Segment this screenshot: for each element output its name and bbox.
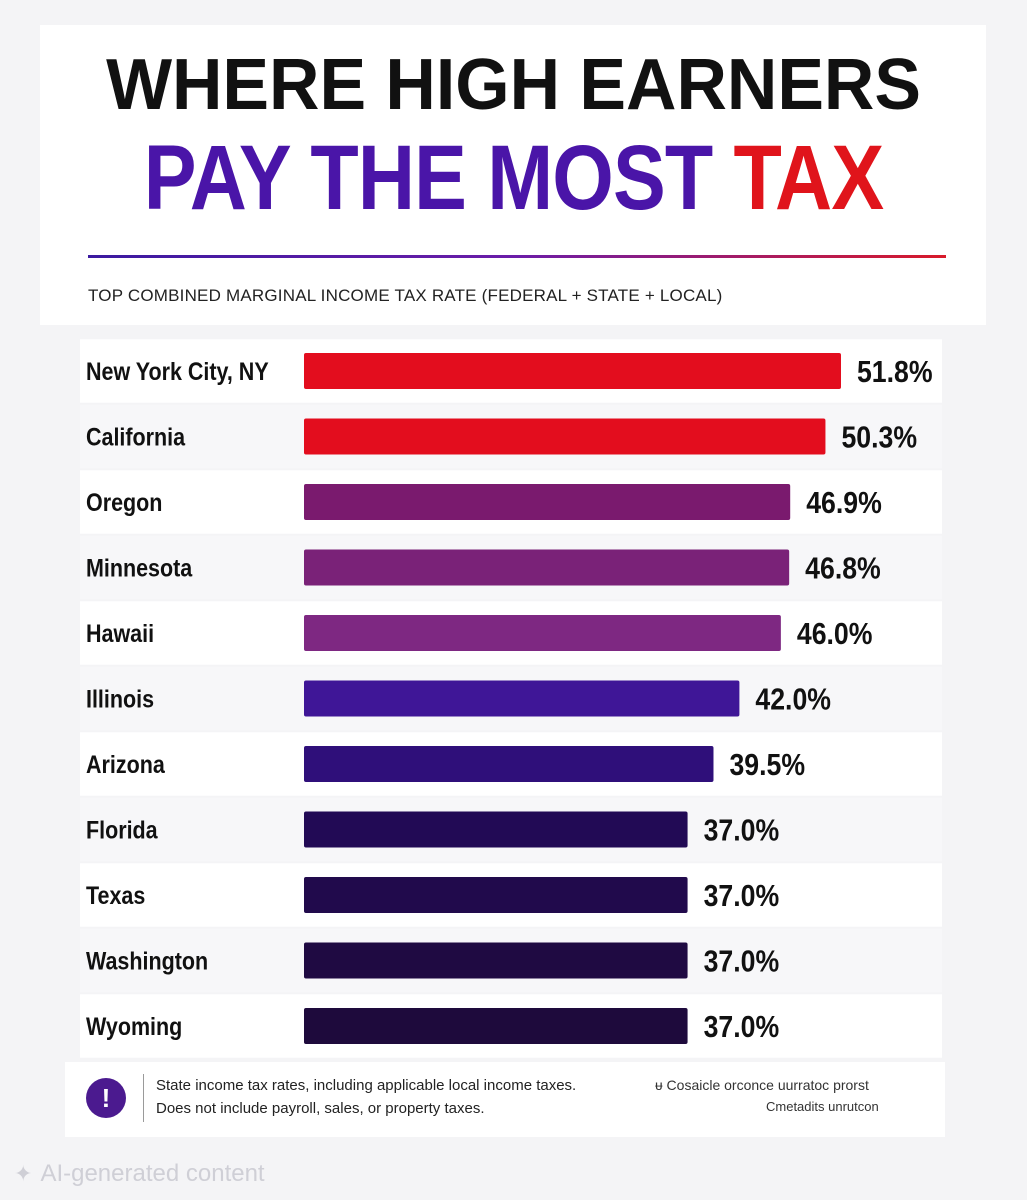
category-label: Illinois — [86, 685, 154, 713]
bar — [304, 942, 688, 979]
category-label: California — [86, 423, 186, 451]
category-label: Wyoming — [86, 1012, 182, 1040]
value-label: 50.3% — [841, 421, 917, 455]
chart-subtitle: TOP COMBINED MARGINAL INCOME TAX RATE (F… — [88, 286, 723, 305]
footer-side-note-1: ᵾ Cosaicle orconce uurratoc prorst — [655, 1077, 869, 1093]
title-line-1: WHERE HIGH EARNERS — [106, 45, 921, 125]
bar — [304, 615, 781, 651]
footer-panel — [65, 1062, 945, 1137]
bar — [304, 877, 688, 913]
value-label: 46.8% — [805, 552, 881, 586]
title-line-2-main: PAY THE MOST — [143, 127, 713, 229]
sparkle-icon: ✦ — [14, 1161, 33, 1186]
ai-generated-badge: ✦ AI-generated content — [14, 1160, 265, 1188]
value-label: 46.9% — [806, 486, 882, 520]
footer-note-line-2: Does not include payroll, sales, or prop… — [156, 1100, 485, 1117]
bar — [304, 811, 688, 848]
ai-generated-label: AI-generated content — [40, 1160, 265, 1187]
value-label: 46.0% — [797, 617, 873, 651]
title-line-2: PAY THE MOST TAX — [72, 128, 955, 228]
bar — [304, 680, 740, 717]
category-label: New York City, NY — [86, 357, 269, 385]
category-label: Texas — [86, 881, 145, 909]
value-label: 37.0% — [704, 879, 780, 913]
category-label: Minnesota — [86, 554, 193, 582]
bar — [304, 746, 714, 782]
value-label: 51.8% — [857, 355, 933, 389]
title-divider — [88, 255, 946, 258]
bar — [304, 1008, 688, 1044]
bar — [304, 549, 790, 586]
category-label: Florida — [86, 816, 159, 844]
value-label: 37.0% — [704, 945, 780, 979]
footer-note-line-1: State income tax rates, including applic… — [156, 1077, 577, 1094]
bar — [304, 484, 791, 520]
value-label: 39.5% — [729, 748, 805, 782]
bar — [304, 353, 841, 389]
value-label: 37.0% — [704, 814, 780, 848]
exclamation-icon: ! — [86, 1078, 126, 1118]
category-label: Arizona — [86, 750, 166, 778]
category-label: Oregon — [86, 488, 162, 516]
footer-side-note-2: Cmetadits unrutcon — [766, 1099, 879, 1114]
title-line-2-accent: TAX — [733, 127, 884, 229]
category-label: Hawaii — [86, 619, 154, 647]
category-label: Washington — [86, 947, 208, 975]
value-label: 37.0% — [704, 1010, 780, 1044]
header-card — [40, 25, 986, 325]
footer-separator — [143, 1074, 144, 1122]
bar — [304, 418, 826, 455]
value-label: 42.0% — [755, 683, 831, 717]
